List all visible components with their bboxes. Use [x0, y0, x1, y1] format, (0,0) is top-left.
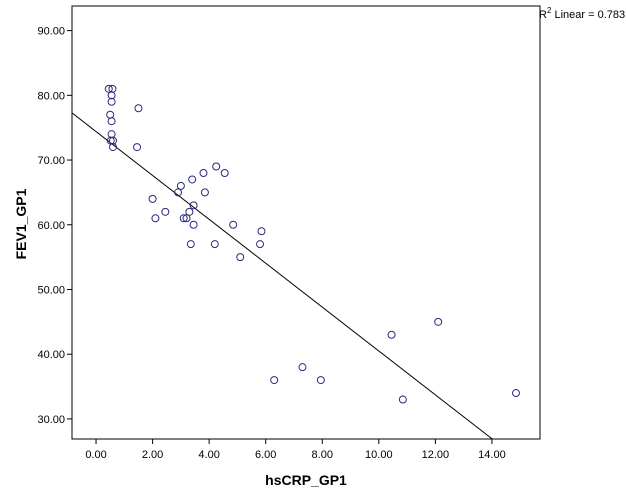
x-tick-label: 14.00 [478, 449, 506, 461]
data-point [229, 220, 238, 229]
data-point [179, 214, 188, 223]
r2-superscript: 2 [547, 6, 552, 15]
data-point [210, 240, 219, 249]
y-tick-label: 90.00 [37, 26, 65, 38]
x-tick-label: 6.00 [255, 449, 276, 461]
data-point [212, 162, 221, 171]
data-point [199, 168, 208, 177]
data-point [434, 317, 443, 326]
y-tick-label: 40.00 [37, 349, 65, 361]
data-point [107, 97, 116, 106]
plot-frame [71, 5, 541, 440]
x-tick-label: 10.00 [365, 449, 393, 461]
data-point [189, 201, 198, 210]
fit-line-group [71, 112, 493, 440]
data-point [107, 117, 116, 126]
data-point [133, 143, 142, 152]
data-point [256, 240, 265, 249]
data-point [104, 84, 113, 93]
data-point [220, 168, 229, 177]
data-point [511, 389, 520, 398]
r2-prefix: R [539, 9, 547, 21]
data-point [109, 136, 118, 145]
data-point [109, 143, 118, 152]
data-point [316, 376, 325, 385]
y-axis-title: FEV1_GP1 [13, 188, 29, 259]
x-tick-label: 4.00 [198, 449, 219, 461]
r2-label: R2 Linear = 0.783 [539, 6, 625, 21]
data-point [270, 376, 279, 385]
data-point [161, 207, 170, 216]
r2-value: Linear = 0.783 [551, 9, 625, 21]
data-point [200, 188, 209, 197]
data-point [151, 214, 160, 223]
data-point [182, 214, 191, 223]
data-point [134, 104, 143, 113]
fit-line [71, 112, 493, 440]
y-axis: 30.00 40.00 50.00 60.00 70.00 80.00 90.00 [37, 26, 72, 426]
data-point [185, 207, 194, 216]
data-point [176, 181, 185, 190]
x-tick-label: 8.00 [312, 449, 333, 461]
data-point [186, 240, 195, 249]
scatter-points [104, 84, 520, 404]
y-tick-label: 50.00 [37, 284, 65, 296]
data-point [236, 253, 245, 262]
y-tick-label: 60.00 [37, 220, 65, 232]
data-point [298, 363, 307, 372]
data-point [189, 220, 198, 229]
data-point [257, 227, 266, 236]
x-axis: 0.00 2.00 4.00 6.00 8.00 10.00 12.00 14.00 [85, 439, 506, 461]
y-tick-label: 70.00 [37, 155, 65, 167]
data-point [148, 194, 157, 203]
y-tick-label: 30.00 [37, 414, 65, 426]
x-axis-title: hsCRP_GP1 [265, 472, 347, 488]
data-point [174, 188, 183, 197]
y-tick-label: 80.00 [37, 90, 65, 102]
x-tick-label: 12.00 [422, 449, 450, 461]
data-point [188, 175, 197, 184]
data-point [387, 330, 396, 339]
x-tick-label: 0.00 [85, 449, 106, 461]
data-point [398, 395, 407, 404]
x-tick-label: 2.00 [142, 449, 163, 461]
data-point [107, 91, 116, 100]
